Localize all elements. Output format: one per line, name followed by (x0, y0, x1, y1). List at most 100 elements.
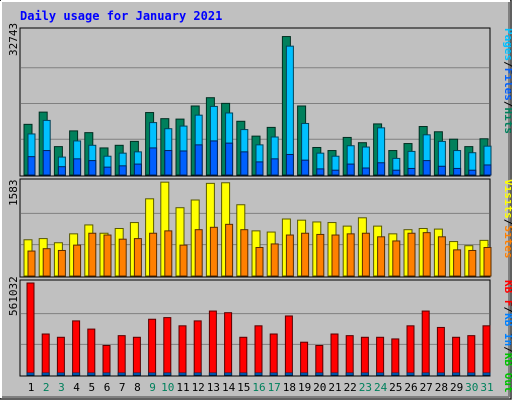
bar-kb-in-day-5 (87, 372, 96, 376)
bar-kb-in-day-7 (117, 372, 126, 376)
bar-sites-day-12 (194, 229, 203, 277)
bar-sites-day-5 (88, 232, 97, 277)
bar-kb-f-day-8 (132, 336, 141, 376)
bar-kb-in-day-25 (391, 372, 400, 376)
bar-kb-f-day-1 (26, 282, 35, 376)
bar-pages-day-13 (209, 140, 218, 176)
x-tick-label: 3 (58, 381, 65, 394)
bar-kb-in-day-19 (300, 372, 309, 376)
legend-entry: / (502, 61, 512, 68)
x-tick-label: 24 (374, 381, 388, 394)
bar-kb-f-day-19 (300, 341, 309, 376)
x-tick-label: 5 (88, 381, 95, 394)
x-tick-label: 19 (298, 381, 311, 394)
bar-sites-day-21 (331, 234, 340, 277)
bar-pages-day-2 (42, 150, 51, 176)
bar-pages-day-1 (27, 156, 36, 176)
bar-pages-day-3 (57, 166, 66, 176)
bar-sites-day-30 (468, 249, 477, 277)
x-tick-label: 15 (237, 381, 250, 394)
bar-pages-day-25 (392, 169, 401, 176)
bar-kb-f-day-28 (436, 326, 445, 376)
bar-kb-f-day-7 (117, 335, 126, 376)
bars-layer (23, 36, 492, 376)
bar-kb-in-day-13 (208, 372, 217, 376)
bar-kb-f-day-4 (72, 320, 81, 376)
x-tick-label: 18 (283, 381, 296, 394)
bar-pages-day-22 (346, 163, 355, 176)
bar-kb-in-day-14 (224, 372, 233, 376)
bar-pages-day-23 (361, 167, 370, 176)
bar-kb-f-day-11 (178, 325, 187, 376)
bar-sites-day-10 (164, 230, 173, 277)
bar-sites-day-13 (209, 226, 218, 277)
bar-sites-day-29 (453, 249, 462, 277)
bar-kb-f-day-25 (391, 338, 400, 376)
bar-sites-day-9 (149, 232, 158, 277)
bar-pages-day-8 (133, 163, 142, 176)
bar-kb-f-day-2 (41, 333, 50, 376)
bar-kb-f-day-12 (193, 320, 202, 376)
bar-kb-in-day-30 (467, 372, 476, 376)
legend-entry: KB Out (502, 353, 512, 393)
bar-kb-in-day-26 (406, 372, 415, 376)
bar-kb-in-day-16 (254, 372, 263, 376)
bar-kb-in-day-9 (148, 372, 157, 376)
bar-kb-f-day-27 (421, 310, 430, 376)
bar-pages-day-19 (301, 159, 310, 176)
x-tick-label: 12 (192, 381, 205, 394)
bar-kb-f-day-22 (345, 335, 354, 376)
bar-pages-day-12 (194, 144, 203, 176)
y-max-label-kbytes: 561032 (7, 276, 20, 316)
x-tick-label: 23 (359, 381, 372, 394)
bar-kb-f-day-9 (148, 318, 157, 376)
bar-kb-f-day-10 (163, 317, 172, 376)
legend-entry: Files (502, 68, 512, 101)
bar-kb-in-day-20 (315, 372, 324, 376)
x-tick-label: 11 (176, 381, 189, 394)
bar-kb-in-day-6 (102, 372, 111, 376)
x-tick-label: 2 (43, 381, 50, 394)
x-tick-label: 9 (149, 381, 156, 394)
bar-kb-f-day-15 (239, 336, 248, 376)
x-tick-label: 17 (268, 381, 281, 394)
x-tick-label: 21 (328, 381, 341, 394)
bar-sites-day-24 (377, 236, 386, 277)
legend-entry: KB In (502, 313, 512, 346)
bar-kb-in-day-4 (72, 372, 81, 376)
bar-kb-in-day-22 (345, 372, 354, 376)
legend-entry: / (502, 307, 512, 314)
bar-sites-day-7 (118, 238, 127, 277)
legend-entry: Pages (502, 28, 512, 61)
bar-pages-day-11 (179, 150, 188, 176)
bar-sites-day-8 (133, 238, 142, 277)
bar-sites-day-3 (57, 249, 66, 277)
bar-pages-day-28 (437, 165, 446, 176)
bar-sites-day-27 (422, 232, 431, 277)
legend-visits-sites: Visits/Sites (502, 179, 512, 259)
bar-kb-in-day-10 (163, 372, 172, 376)
bar-kb-f-day-3 (56, 336, 65, 376)
x-tick-label: 8 (134, 381, 141, 394)
bar-pages-day-30 (468, 169, 477, 176)
x-tick-label: 20 (313, 381, 326, 394)
bar-sites-day-22 (346, 233, 355, 277)
legend-entry: / (502, 219, 512, 226)
bar-pages-day-20 (316, 168, 325, 176)
x-tick-label: 28 (435, 381, 448, 394)
bar-kb-in-day-21 (330, 372, 339, 376)
bar-sites-day-31 (483, 246, 492, 277)
bar-sites-day-20 (316, 233, 325, 277)
bar-pages-day-18 (285, 153, 294, 176)
bar-kb-f-day-16 (254, 325, 263, 376)
bar-kb-in-day-1 (26, 372, 35, 376)
x-tick-label: 27 (420, 381, 433, 394)
bar-pages-day-24 (377, 162, 386, 176)
y-max-label-visits: 1583 (7, 180, 20, 207)
bar-kb-in-day-24 (376, 372, 385, 376)
bar-sites-day-18 (285, 234, 294, 277)
bar-kb-in-day-3 (56, 372, 65, 376)
